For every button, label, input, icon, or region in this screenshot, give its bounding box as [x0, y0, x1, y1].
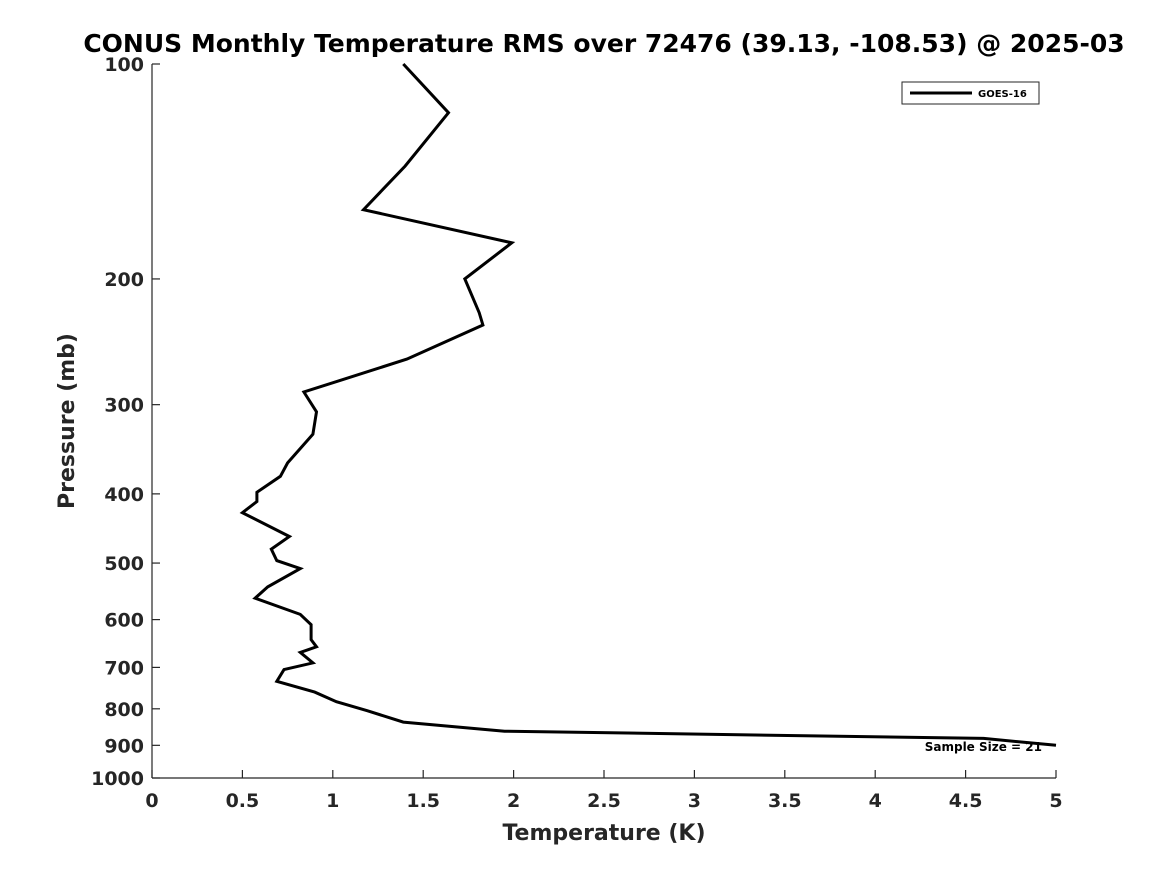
y-tick-label: 1000	[91, 768, 144, 790]
y-tick-label: 800	[104, 699, 144, 721]
plot-area	[152, 64, 1056, 778]
x-tick-label: 0.5	[226, 790, 260, 812]
x-axis-ticks: 0 0.5 1 1.5 2 2.5 3 3.5 4 4.5 5	[145, 770, 1063, 812]
x-tick-label: 4	[869, 790, 882, 812]
y-tick-label: 700	[104, 657, 144, 679]
y-tick-label: 300	[104, 395, 144, 417]
y-tick-label: 100	[104, 54, 144, 76]
legend: GOES-16	[901, 81, 1040, 105]
x-tick-label: 1.5	[406, 790, 440, 812]
y-axis-label: Pressure (mb)	[55, 333, 80, 509]
series-layer	[239, 62, 1057, 747]
x-tick-label: 2	[507, 790, 520, 812]
y-tick-label: 400	[104, 484, 144, 506]
y-tick-label: 900	[104, 735, 144, 757]
x-tick-label: 1	[326, 790, 339, 812]
sample-size-annotation: Sample Size = 21	[925, 740, 1042, 754]
x-tick-label: 5	[1049, 790, 1062, 812]
x-tick-label: 2.5	[587, 790, 621, 812]
x-axis-label: Temperature (K)	[502, 821, 705, 846]
y-axis-ticks: 100 200 300 400 500 600 700 800 900 1000	[91, 54, 160, 790]
x-tick-label: 0	[145, 790, 158, 812]
x-tick-label: 3	[688, 790, 701, 812]
chart-title: CONUS Monthly Temperature RMS over 72476…	[83, 29, 1124, 58]
series-line-goes-16	[239, 62, 1057, 747]
y-tick-label: 600	[104, 610, 144, 632]
legend-label-goes-16: GOES-16	[978, 89, 1027, 100]
y-tick-label: 500	[104, 553, 144, 575]
x-tick-label: 4.5	[949, 790, 983, 812]
y-tick-label: 200	[104, 269, 144, 291]
x-tick-label: 3.5	[768, 790, 802, 812]
